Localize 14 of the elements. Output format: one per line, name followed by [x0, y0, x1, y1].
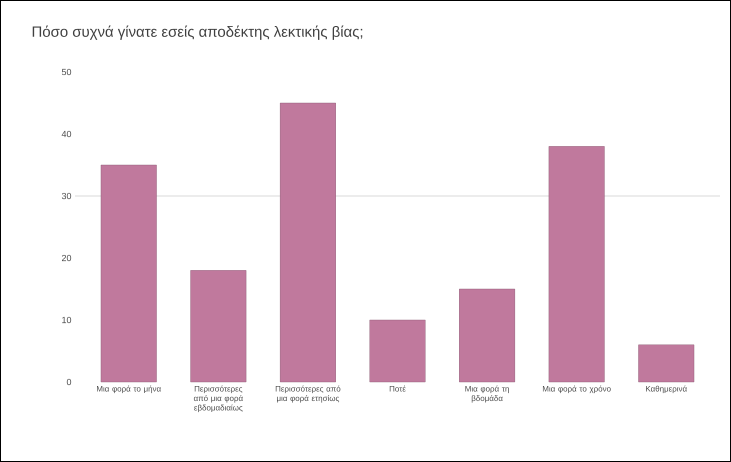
bar [190, 270, 246, 382]
y-tick-label: 10 [62, 316, 72, 324]
y-tick-label: 0 [66, 378, 72, 386]
y-tick-label: 50 [62, 68, 72, 76]
chart-title: Πόσο συχνά γίνατε εσείς αποδέκτης λεκτικής βίας; [32, 26, 362, 40]
bar [548, 146, 605, 382]
bar [459, 288, 516, 382]
bar [100, 164, 157, 382]
bar [280, 102, 336, 382]
y-tick-label: 40 [62, 130, 72, 138]
bar [638, 344, 694, 382]
bar [370, 320, 426, 382]
y-tick-label: 30 [62, 192, 72, 200]
y-tick-label: 20 [62, 254, 72, 262]
